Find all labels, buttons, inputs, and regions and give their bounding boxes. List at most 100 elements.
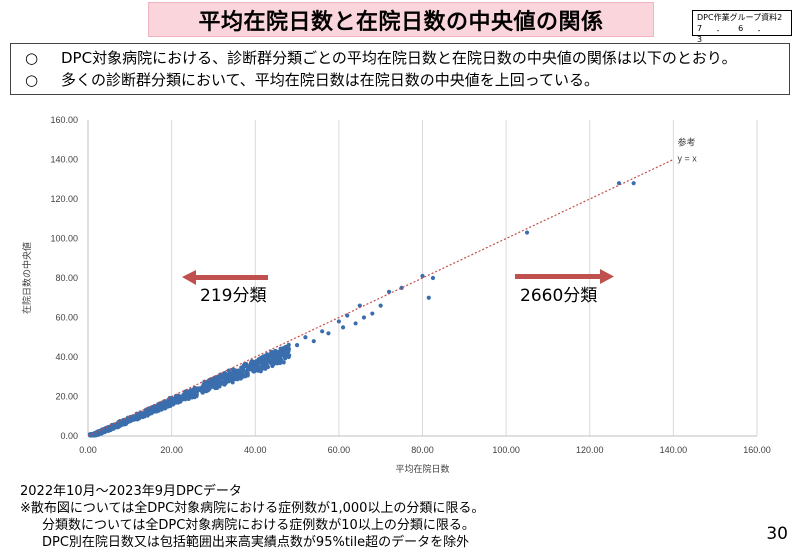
data-point	[253, 368, 258, 373]
data-point	[278, 352, 283, 358]
annotation-left: 219分類	[182, 270, 268, 306]
data-point	[114, 423, 119, 428]
data-point	[260, 366, 265, 371]
data-point	[215, 375, 220, 381]
data-point	[274, 361, 280, 366]
summary-item: ○ DPC対象病院における、診断群分類ごとの平均在院日数と在院日数の中央値の関係…	[25, 47, 775, 69]
data-point	[378, 303, 383, 308]
data-point	[123, 421, 129, 427]
data-point	[235, 372, 240, 377]
footnote-scatter: ※散布図については全DPC対象病院における症例数が1,000以上の分類に限る。	[20, 501, 485, 516]
data-point	[399, 285, 404, 290]
chart-ticks: 0.00 20.00 40.00 60.00 80.00 100.00 120.00 140.…	[50, 115, 770, 455]
data-point	[430, 275, 436, 281]
data-point	[303, 335, 308, 340]
data-point	[158, 405, 164, 410]
data-point	[277, 360, 283, 366]
data-point	[107, 427, 113, 432]
page-title: 平均在院日数と在院日数の中央値の関係	[148, 2, 654, 37]
data-point	[230, 367, 235, 372]
data-point	[420, 273, 425, 279]
data-point	[239, 365, 244, 370]
data-point	[248, 362, 253, 367]
data-point	[320, 329, 325, 334]
data-point	[266, 356, 271, 361]
annotation-right-label: 2660分類	[520, 286, 597, 306]
data-point	[336, 319, 341, 324]
data-point	[222, 377, 227, 383]
x-tick-label: 60.00	[328, 445, 351, 455]
data-point	[294, 343, 300, 348]
data-point	[192, 388, 197, 393]
data-point	[203, 387, 208, 392]
data-point	[259, 358, 265, 363]
data-point	[162, 401, 167, 407]
page-number: 30	[766, 524, 788, 544]
data-point	[242, 361, 247, 367]
annotation-left-label: 219分類	[200, 286, 266, 306]
data-point	[361, 315, 367, 320]
y-axis-label: 在院日数の中央値	[21, 242, 33, 314]
data-point	[229, 378, 234, 383]
data-point	[100, 428, 105, 433]
data-point	[326, 331, 331, 336]
y-tick-label: 40.00	[55, 352, 78, 362]
data-point	[90, 433, 95, 438]
summary-item: ○ 多くの診断群分類において、平均在院日数は在院日数の中央値を上回っている。	[25, 69, 775, 91]
data-point	[179, 394, 184, 399]
data-point	[217, 384, 222, 389]
data-point	[311, 339, 316, 344]
y-tick-label: 100.00	[50, 234, 78, 244]
data-point	[426, 295, 431, 300]
data-point	[197, 387, 202, 392]
data-point	[245, 367, 250, 372]
data-point	[224, 373, 229, 378]
left-arrow-icon	[182, 270, 268, 285]
x-tick-label: 80.00	[411, 445, 434, 455]
x-tick-label: 0.00	[79, 445, 97, 455]
y-tick-label: 20.00	[55, 392, 78, 402]
x-tick-label: 100.00	[492, 445, 520, 455]
data-point	[353, 321, 358, 326]
x-tick-label: 140.00	[660, 445, 688, 455]
data-point	[265, 364, 271, 370]
data-point	[225, 376, 231, 381]
footnote-count: 分類数については全DPC対象病院における症例数が10以上の分類に限る。	[42, 518, 475, 533]
data-point	[150, 406, 155, 412]
data-point	[276, 356, 281, 361]
data-point	[217, 380, 222, 386]
data-point	[524, 230, 530, 235]
y-tick-label: 160.00	[50, 115, 78, 125]
data-point	[173, 399, 178, 404]
data-point	[233, 376, 238, 382]
data-point	[166, 401, 171, 406]
data-point	[238, 376, 243, 381]
data-point	[207, 377, 212, 383]
y-tick-label: 140.00	[50, 155, 78, 165]
y-tick-label: 60.00	[55, 313, 78, 323]
badge-line2: 7．6．3	[697, 24, 780, 44]
y-tick-label: 120.00	[50, 194, 78, 204]
scatter-chart: 0.00 20.00 40.00 60.00 80.00 100.00 120.00 140.…	[21, 115, 771, 475]
data-point	[205, 381, 210, 386]
data-point	[278, 346, 283, 351]
data-point	[230, 374, 235, 379]
summary-box: ○ DPC対象病院における、診断群分類ごとの平均在院日数と在院日数の中央値の関係…	[10, 43, 790, 95]
summary-text: DPC対象病院における、診断群分類ごとの平均在院日数と在院日数の中央値の関係は以…	[61, 49, 737, 67]
document-badge: DPC作業グループ資料2 7．6．3	[692, 10, 792, 44]
footnotes: 2022年10月～2023年9月DPCデータ ※散布図については全DPC対象病院…	[20, 483, 484, 551]
data-point	[163, 405, 168, 411]
data-period-note: 2022年10月～2023年9月DPCデータ	[20, 484, 242, 499]
data-point	[285, 350, 290, 355]
data-point	[286, 354, 291, 360]
data-point	[111, 426, 116, 431]
x-tick-label: 20.00	[160, 445, 183, 455]
data-point	[149, 411, 154, 416]
y-tick-label: 80.00	[55, 273, 78, 283]
data-point	[140, 412, 146, 417]
data-point	[243, 372, 248, 377]
reference-equation: y = x	[678, 153, 698, 163]
circle-bullet-icon: ○	[25, 71, 39, 89]
data-point	[255, 360, 260, 365]
annotation-right: 2660分類	[515, 269, 614, 306]
